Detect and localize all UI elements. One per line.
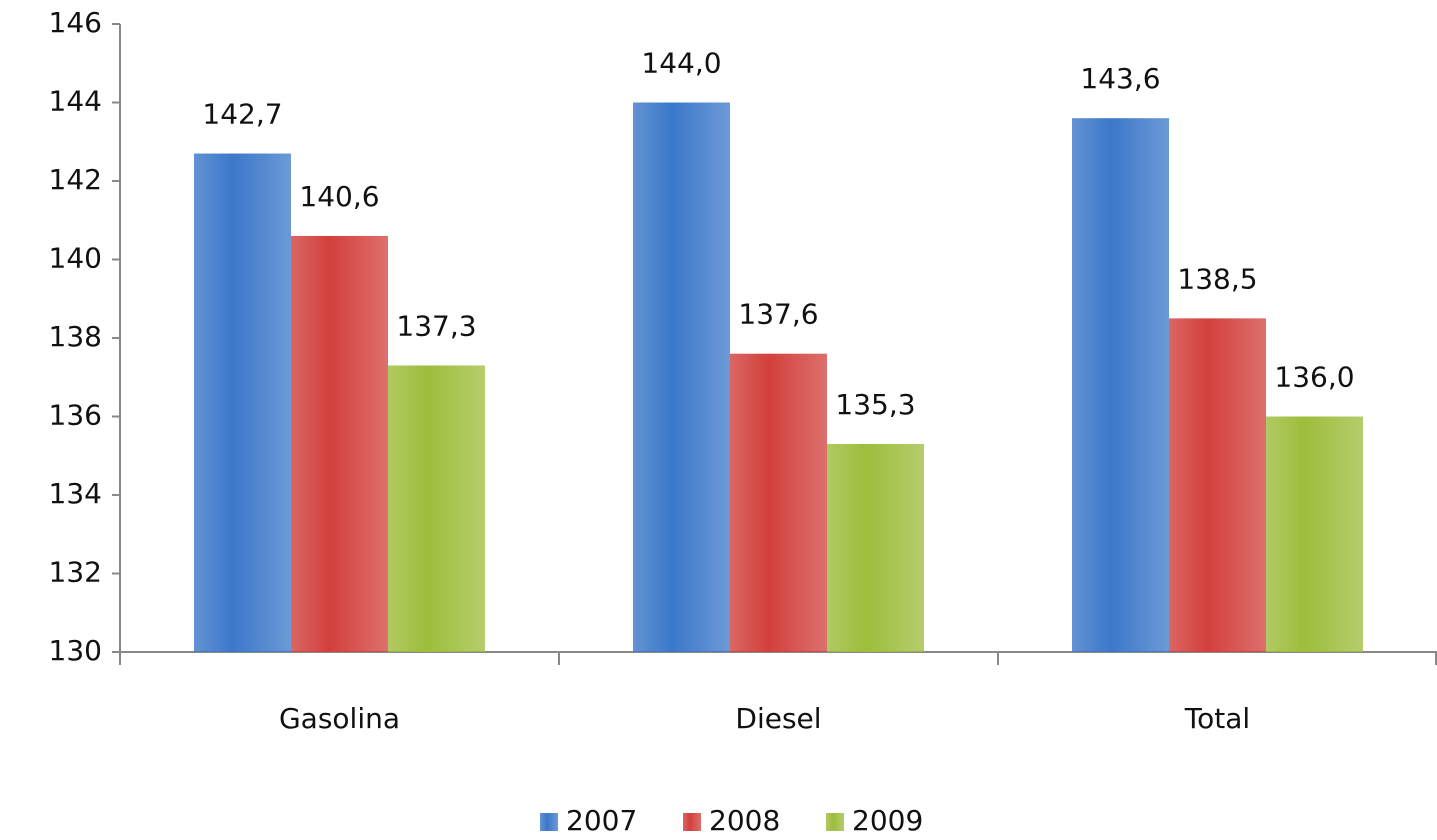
bar [1169,318,1266,652]
y-tick-label: 142 [49,163,102,196]
legend-swatch [540,813,558,831]
value-label: 142,7 [202,98,282,131]
bar [1072,118,1169,652]
bar [194,153,291,652]
x-tick-label: Gasolina [279,702,400,735]
bar [1266,416,1363,652]
value-label: 140,6 [299,180,379,213]
value-label: 135,3 [835,388,915,421]
value-label: 137,6 [738,298,818,331]
y-tick-label: 144 [49,85,102,118]
y-tick-label: 130 [49,634,102,667]
legend-swatch [683,813,701,831]
bar [730,353,827,652]
bar [388,365,485,652]
bar [633,102,730,652]
bar [291,235,388,652]
y-tick-label: 132 [49,556,102,589]
y-tick-label: 146 [49,6,102,39]
y-tick-label: 138 [49,320,102,353]
value-label: 144,0 [641,47,721,80]
y-tick-label: 140 [49,242,102,275]
value-label: 136,0 [1274,361,1354,394]
y-tick-label: 136 [49,399,102,432]
legend-swatch [826,813,844,831]
legend-label: 2007 [566,804,637,836]
bar [827,443,924,652]
legend-label: 2009 [852,804,923,836]
value-label: 143,6 [1080,62,1160,95]
x-tick-label: Total [1184,702,1250,735]
legend-label: 2008 [709,804,780,836]
y-tick-label: 134 [49,477,102,510]
x-tick-label: Diesel [735,702,821,735]
value-label: 137,3 [396,309,476,342]
value-label: 138,5 [1177,262,1257,295]
